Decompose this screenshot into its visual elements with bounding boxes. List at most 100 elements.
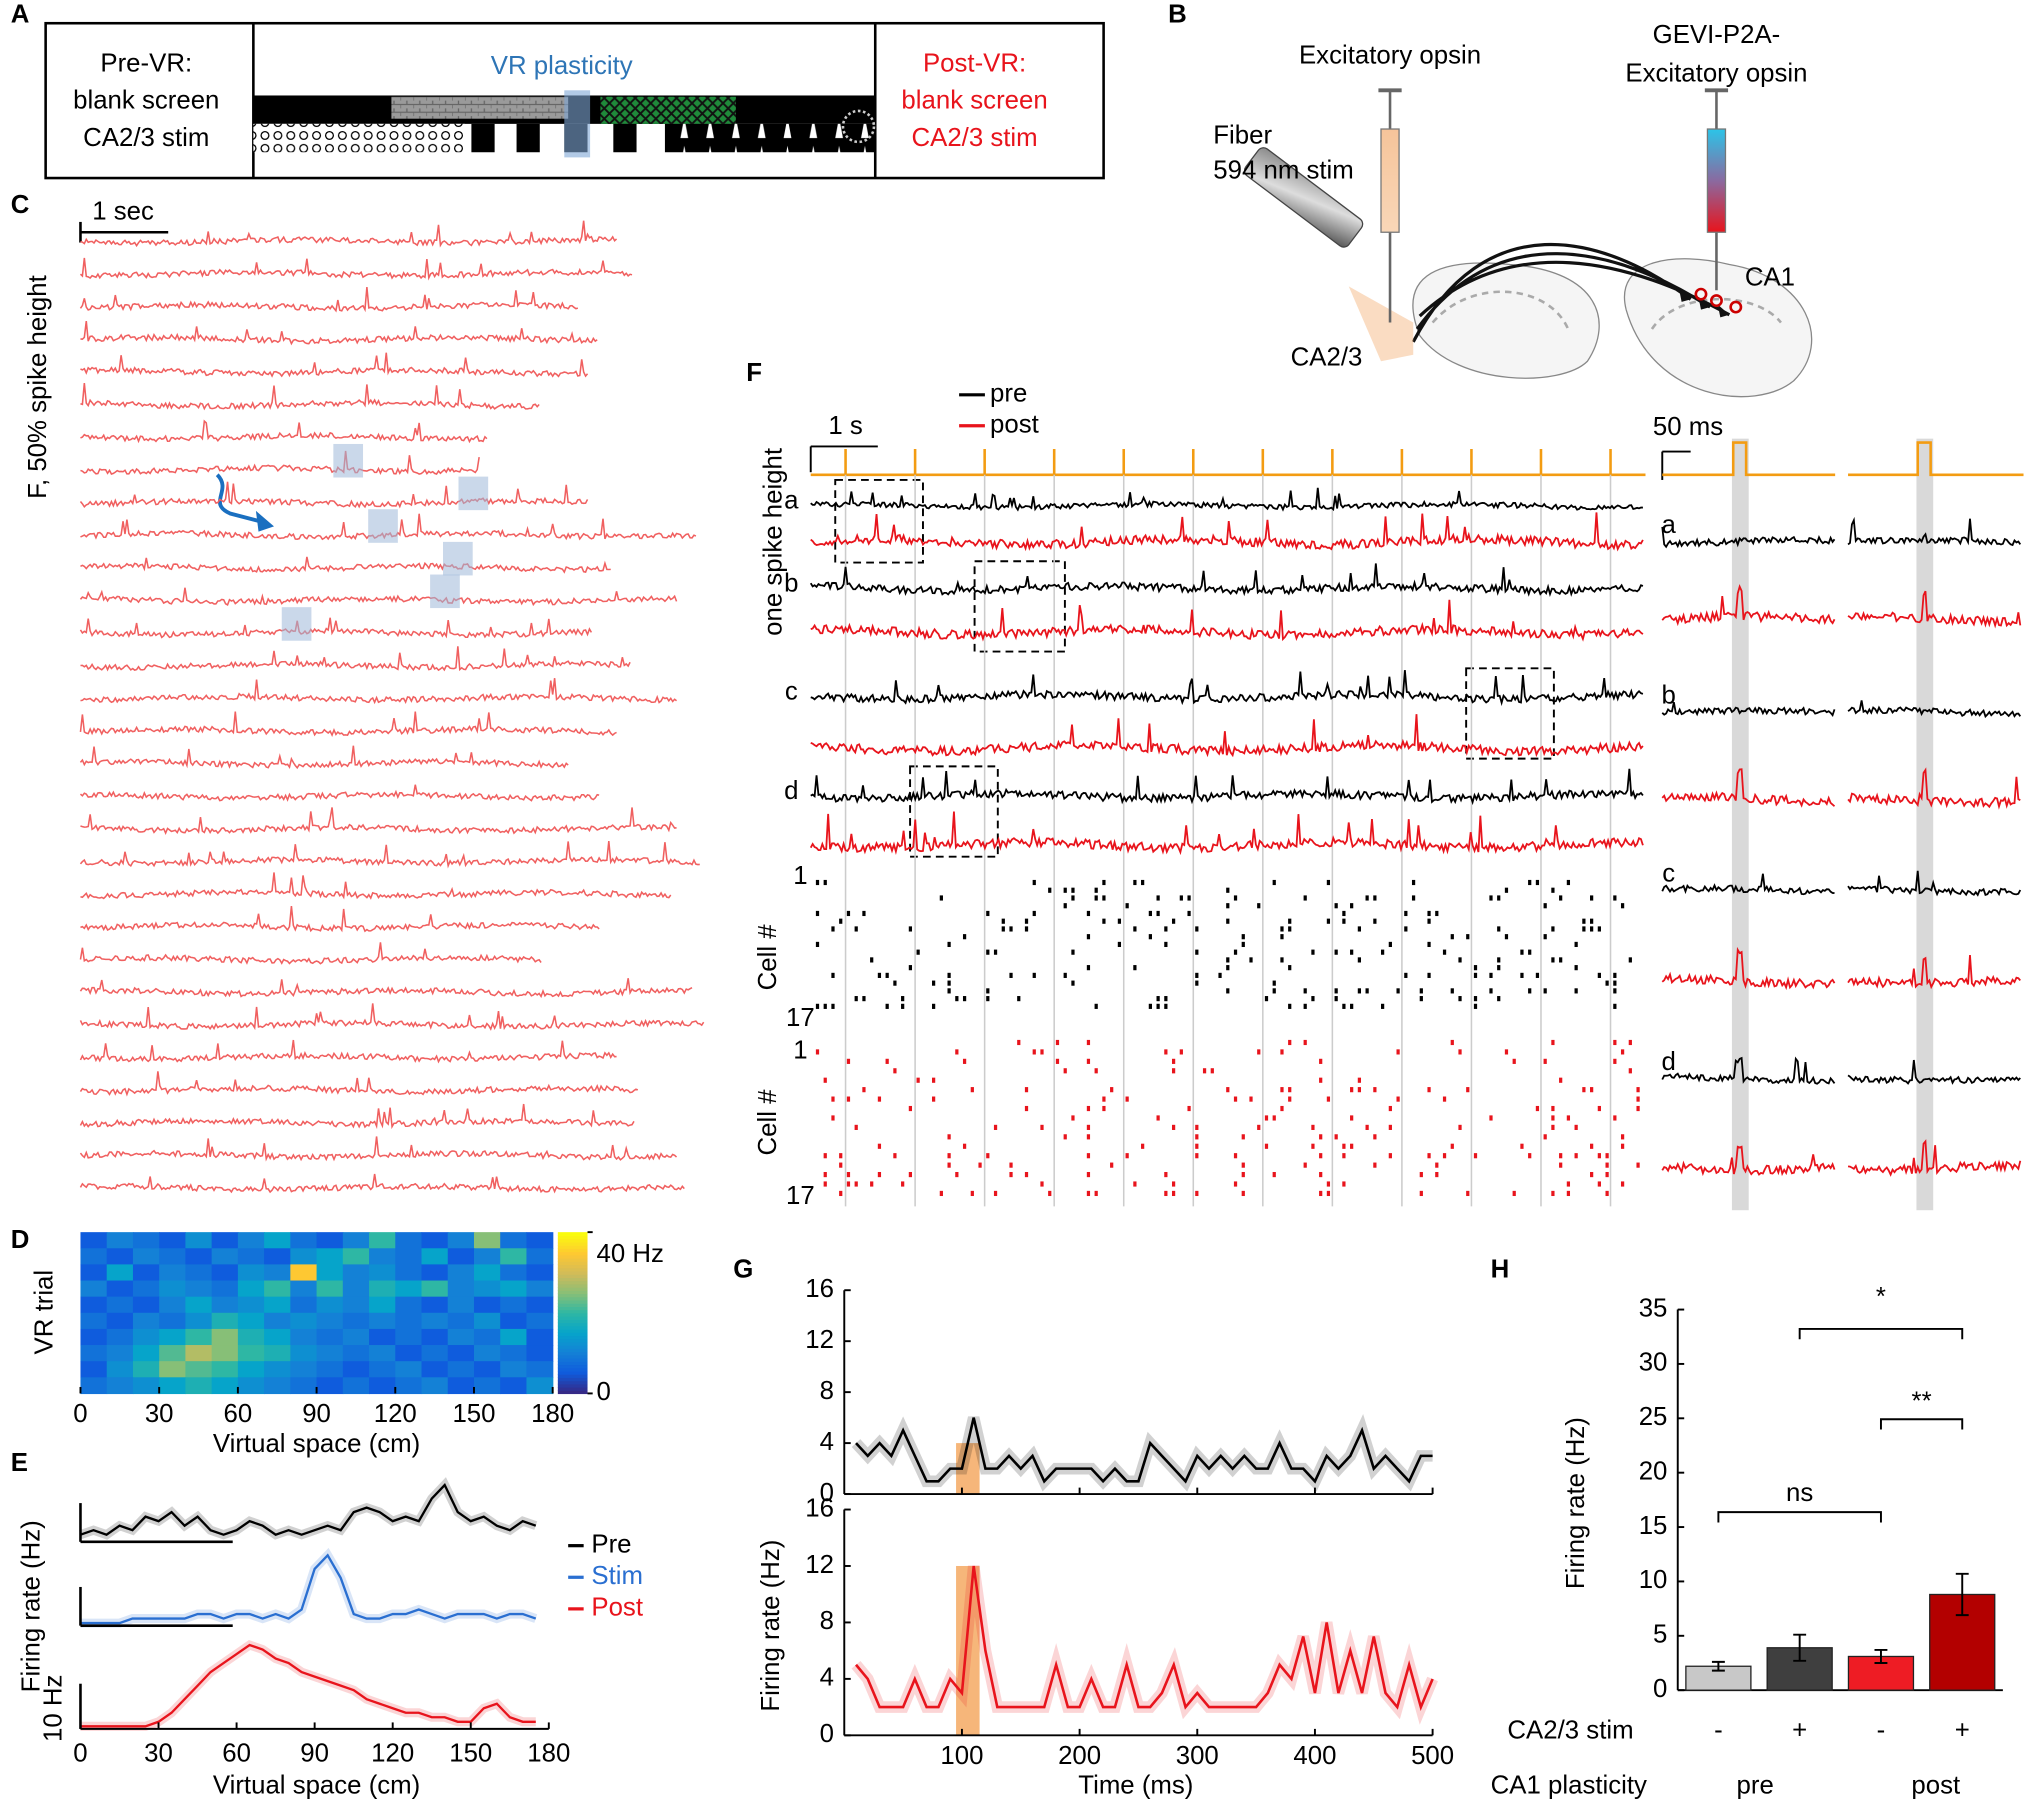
colorbar-cell [557,1367,588,1372]
raster-tick [1543,988,1547,994]
trace [1661,1145,1836,1177]
raster-tick [1613,988,1617,994]
y-tick-label: 4 [820,1664,834,1692]
raster-tick [1241,1162,1245,1168]
raster-tick [1326,1190,1331,1197]
label: c [1662,860,1675,888]
raster-tick [1017,996,1021,1002]
trace [1661,584,1836,627]
raster-tick [1040,1049,1044,1055]
raster-tick [846,910,851,917]
raster-tick [1288,965,1292,971]
y-tick-label: 5 [1653,1621,1667,1649]
heat-cell [421,1280,449,1298]
heat-cell [290,1312,318,1330]
raster-tick [1156,910,1160,917]
trace [1847,1059,2021,1085]
raster-tick [1280,1049,1284,1055]
raster-tick [1117,941,1122,948]
colorbar-cell [557,1354,588,1359]
raster-tick [1086,1153,1091,1159]
raster-tick [1497,957,1501,963]
colorbar-cell [557,1251,588,1256]
raster-tick [1171,1124,1176,1130]
raster-tick [1535,972,1540,978]
trace [1847,1139,2022,1177]
raster-tick [1094,887,1098,893]
panel-label: A [11,0,30,28]
label: d [1662,1048,1676,1076]
heat-cell [342,1345,370,1362]
raster-tick [986,949,990,955]
heat-cell [185,1280,213,1298]
raster-tick [885,972,889,978]
colorbar-cell [557,1267,588,1272]
raster-tick [885,1003,889,1009]
heat-cell [316,1328,344,1346]
raster-tick [1590,1143,1594,1149]
heat-cell [159,1232,187,1249]
label: 50 ms [1653,413,1723,441]
raster-tick [1458,996,1462,1002]
heat-cell [132,1377,160,1395]
heat-cell [473,1232,501,1249]
heat-cell [526,1280,554,1298]
raster-tick [1590,1087,1594,1093]
raster-tick [1380,1003,1385,1009]
raster-tick [1032,972,1036,978]
raster-tick [1559,957,1563,963]
heat-cell [185,1328,213,1346]
raster-tick [1288,1096,1292,1102]
label: 1 s [828,412,862,440]
raster-tick [1319,1190,1323,1197]
heat-cell [473,1312,501,1330]
colorbar-cell [557,1290,588,1295]
label: 17 [786,1182,815,1210]
raster-tick [1350,903,1354,909]
colorbar-cell [557,1390,588,1395]
stim-window [1731,438,1749,1211]
raster-tick [1094,1190,1098,1197]
raster-tick [823,1181,827,1187]
stim-line [1662,441,1836,477]
raster-tick [1024,1105,1029,1112]
label: a [784,487,799,515]
raster-tick [1288,1003,1292,1009]
x-tick-label: 90 [300,1739,329,1767]
raster-tick [1164,1171,1168,1178]
heat-cell [526,1345,554,1362]
heat-cell [264,1345,291,1362]
raster-tick [1187,895,1191,901]
x-tick-label: 300 [1176,1742,1219,1770]
raster-tick [1419,988,1423,994]
heat-cell [500,1312,528,1330]
raster-tick [1497,996,1501,1002]
trace [1847,954,2021,990]
y-tick-label: 8 [820,1377,834,1405]
heat-cell [447,1248,475,1266]
raster-tick [1032,910,1036,917]
heat-cell [80,1345,108,1362]
raster-tick [1241,941,1245,948]
raster-tick [1597,926,1601,932]
raster-tick [947,1153,951,1159]
trace [1661,873,1835,896]
raster-tick [1334,903,1338,909]
y-tick-label: 15 [1639,1512,1668,1540]
raster-tick [823,1153,827,1159]
trace [1847,767,2021,810]
heat-cell [80,1232,108,1249]
raster-tick [1171,1190,1176,1197]
raster-tick [1125,1153,1129,1159]
raster-tick [1535,1105,1540,1112]
raster-tick [1141,879,1145,886]
y-tick-label: 20 [1639,1457,1668,1485]
raster-tick [1435,910,1439,917]
raster-tick [1319,1058,1323,1064]
raster-tick [1156,996,1160,1002]
raster-tick [877,1096,882,1102]
raster-tick [1086,1134,1091,1140]
raster-tick [1032,879,1036,886]
raster-tick [901,996,905,1002]
label: Excitatory opsin [1625,60,1807,88]
